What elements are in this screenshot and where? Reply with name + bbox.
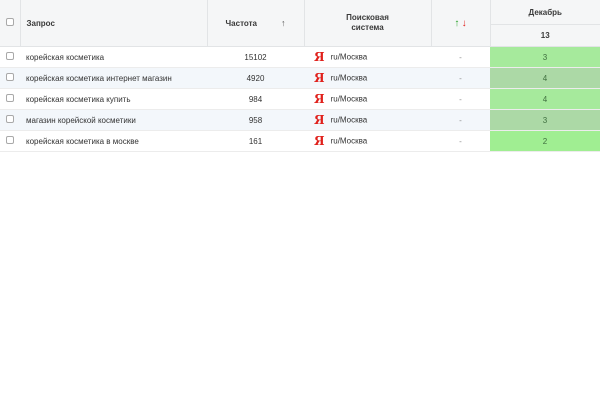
row-select-cell[interactable] <box>0 130 20 152</box>
row-change: - <box>431 109 490 131</box>
change-value: - <box>459 73 462 83</box>
query-text: магазин корейской косметики <box>26 115 136 125</box>
arrow-up-icon: ↑ <box>454 17 460 29</box>
select-all-checkbox[interactable] <box>5 18 14 26</box>
row-frequency: 958 <box>207 109 304 131</box>
header-query-label: Запрос <box>26 18 55 28</box>
row-change: - <box>431 46 490 68</box>
row-checkbox[interactable] <box>6 115 14 123</box>
position-value: 3 <box>542 52 548 62</box>
row-query: корейская косметика в москве <box>20 130 207 152</box>
frequency-value: 984 <box>248 94 263 104</box>
region-text: ru/Москва <box>330 136 368 146</box>
row-query: магазин корейской косметики <box>20 109 207 131</box>
frequency-value: 4920 <box>246 73 265 83</box>
row-query: корейская косметика купить <box>20 88 207 110</box>
query-text: корейская косметика <box>26 52 105 62</box>
query-text: корейская косметика интернет магазин <box>26 73 172 83</box>
yandex-icon: Я <box>314 50 325 64</box>
query-text: корейская косметика в москве <box>26 136 139 146</box>
region-text: ru/Москва <box>330 115 368 125</box>
row-checkbox[interactable] <box>6 136 14 144</box>
change-value: - <box>459 136 462 146</box>
table-row: корейская косметика интернет магазин 4920… <box>0 67 600 89</box>
yandex-icon: Я <box>314 92 325 106</box>
yandex-icon: Я <box>314 113 325 127</box>
row-frequency: 984 <box>207 88 304 110</box>
position-value: 3 <box>542 115 548 125</box>
row-query: корейская косметика <box>20 46 207 68</box>
row-change: - <box>431 88 490 110</box>
header-query[interactable]: Запрос <box>20 0 208 47</box>
row-query: корейская косметика интернет магазин <box>20 67 207 89</box>
position-value: 2 <box>542 136 548 146</box>
position-value: 4 <box>542 94 548 104</box>
header-day-label: 13 <box>540 31 550 40</box>
row-frequency: 4920 <box>207 67 304 89</box>
header-search-engine[interactable]: Поисковая система <box>304 0 432 47</box>
header-frequency-label: Частота <box>225 19 257 28</box>
row-position: 2 <box>490 130 600 152</box>
frequency-value: 161 <box>248 136 263 146</box>
header-search-engine-label: Поисковая система <box>346 13 389 32</box>
region-text: ru/Москва <box>330 52 368 62</box>
row-change: - <box>431 67 490 89</box>
frequency-value: 15102 <box>244 52 267 62</box>
change-value: - <box>459 52 462 62</box>
row-select-cell[interactable] <box>0 88 20 110</box>
row-frequency: 161 <box>207 130 304 152</box>
row-checkbox[interactable] <box>6 73 14 81</box>
region-text: ru/Москва <box>330 94 368 104</box>
header-day: 13 <box>490 24 600 47</box>
region-text: ru/Москва <box>330 73 368 83</box>
row-select-cell[interactable] <box>0 67 20 89</box>
yandex-icon: Я <box>314 134 325 148</box>
arrow-down-icon: ↓ <box>461 17 467 29</box>
header-frequency[interactable]: Частота ↑ <box>207 0 305 47</box>
yandex-icon: Я <box>314 71 325 85</box>
row-select-cell[interactable] <box>0 46 20 68</box>
header-month-label: Декабрь <box>528 7 562 17</box>
row-position: 3 <box>490 46 600 68</box>
row-position: 4 <box>490 67 600 89</box>
row-position: 3 <box>490 109 600 131</box>
select-all-cell[interactable] <box>0 0 21 47</box>
row-select-cell[interactable] <box>0 109 20 131</box>
header-month: Декабрь <box>490 0 600 25</box>
frequency-value: 958 <box>248 115 263 125</box>
query-text: корейская косметика купить <box>26 94 131 104</box>
position-value: 4 <box>542 73 548 83</box>
change-value: - <box>459 115 462 125</box>
change-value: - <box>459 94 462 104</box>
row-checkbox[interactable] <box>6 94 14 102</box>
row-position: 4 <box>490 88 600 110</box>
header-change[interactable]: ↑ ↓ <box>431 0 491 47</box>
row-frequency: 15102 <box>207 46 304 68</box>
positions-table: Запрос Частота ↑ Поисковая система ↑ ↓ Де… <box>0 0 600 152</box>
sort-arrow-icon[interactable]: ↑ <box>280 18 286 28</box>
row-change: - <box>431 130 490 152</box>
row-checkbox[interactable] <box>6 52 14 60</box>
